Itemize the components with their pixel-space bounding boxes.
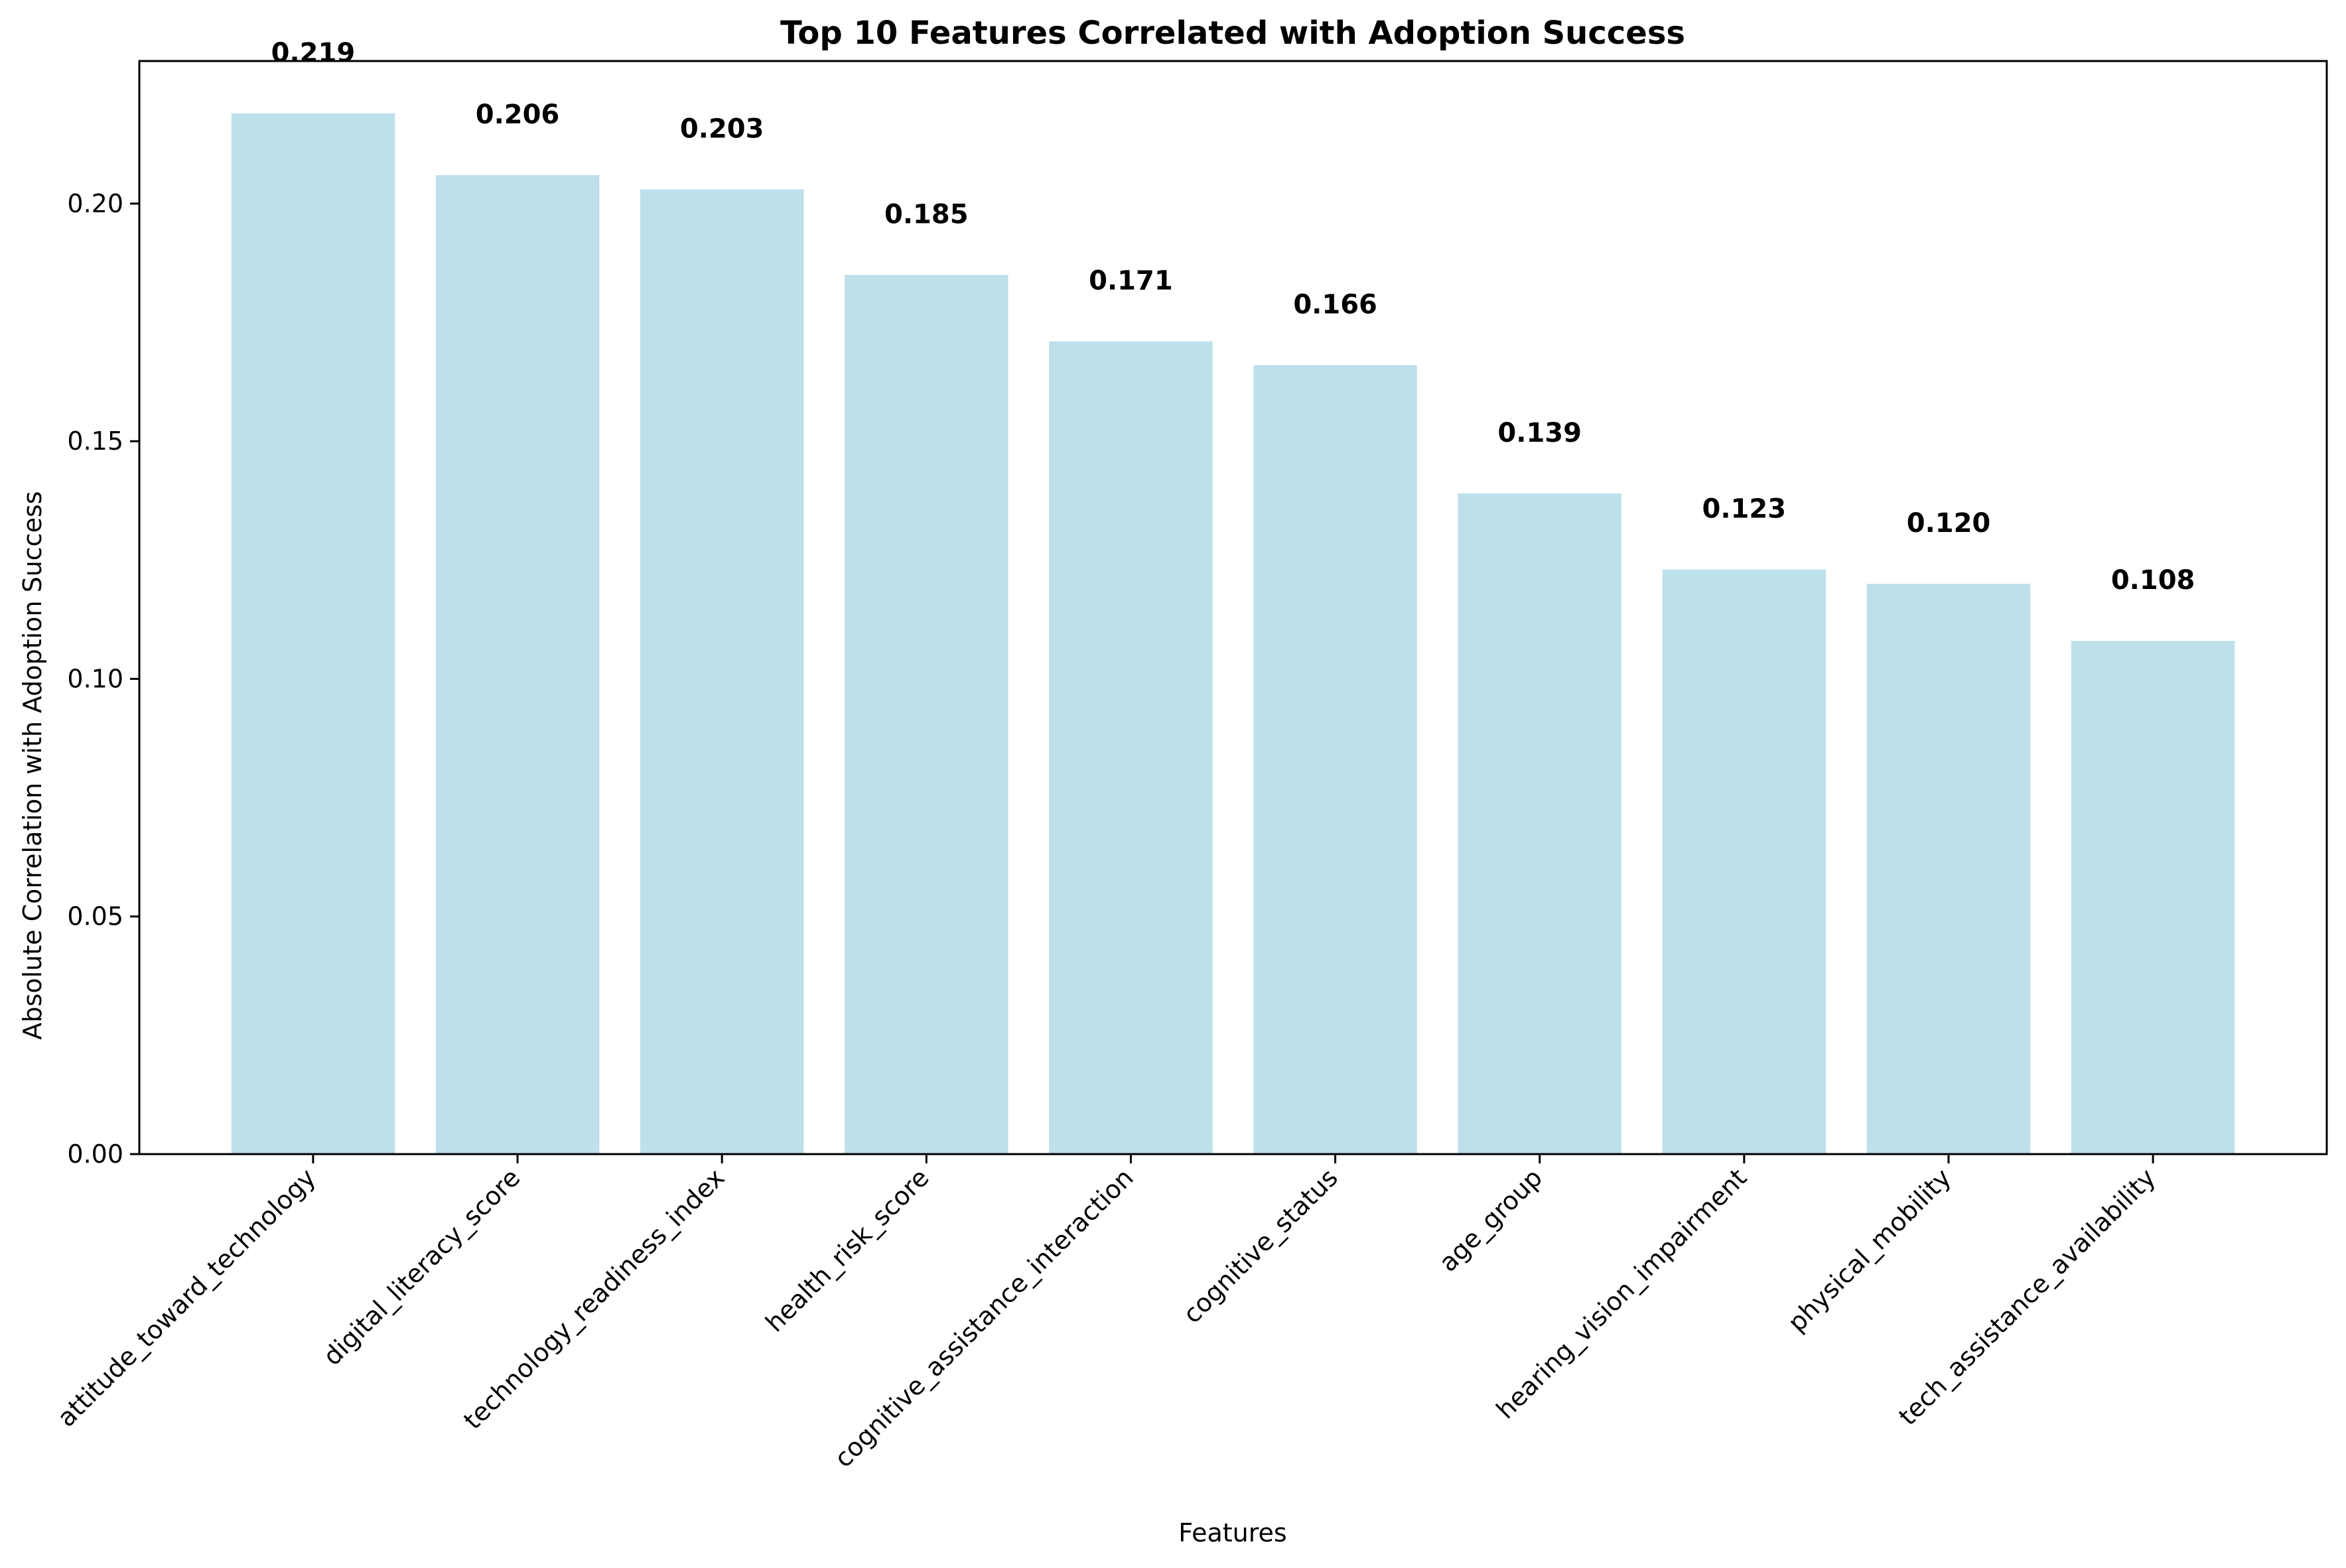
value-label: 0.171	[1089, 266, 1173, 296]
value-label: 0.219	[271, 38, 356, 68]
x-tick-label: health_risk_score	[760, 1163, 934, 1337]
x-tick-label: attitude_toward_technology	[52, 1163, 321, 1432]
y-tick-label: 0.10	[67, 664, 123, 693]
x-tick-label: hearing_vision_impairment	[1491, 1163, 1752, 1424]
bar-hearing-vision-impairment	[1662, 569, 1827, 1154]
value-label: 0.108	[2111, 565, 2195, 596]
value-label: 0.203	[680, 114, 764, 145]
x-tick-label: physical_mobility	[1782, 1163, 1957, 1337]
plot-frame	[138, 60, 2328, 1155]
value-label: 0.185	[884, 199, 969, 229]
bar-technology-readiness-index	[640, 189, 804, 1154]
x-tick-label: digital_literacy_score	[318, 1163, 526, 1371]
value-label: 0.123	[1702, 494, 1787, 525]
x-tick-label: age_group	[1433, 1163, 1548, 1277]
value-label: 0.206	[476, 99, 560, 130]
y-tick-label: 0.15	[67, 426, 123, 456]
bar-age-group	[1458, 493, 1622, 1154]
value-label: 0.139	[1497, 418, 1582, 448]
chart-title: Top 10 Features Correlated with Adoption…	[780, 15, 1685, 52]
y-tick-label: 0.00	[67, 1140, 123, 1169]
y-axis-label: Absolute Correlation with Adoption Succe…	[18, 491, 47, 1039]
x-axis-label: Features	[1178, 1518, 1286, 1547]
y-tick-label: 0.05	[67, 902, 123, 931]
bar-physical-mobility	[1866, 584, 2031, 1154]
value-label: 0.120	[1907, 508, 1991, 539]
bar-digital-literacy-score	[435, 175, 600, 1154]
bar-cognitive-assistance-interaction	[1049, 341, 1213, 1155]
bar-attitude-toward-technology	[231, 113, 395, 1154]
bar-tech-assistance-availability	[2071, 641, 2235, 1154]
bar-cognitive-status	[1253, 365, 1417, 1154]
y-tick-label: 0.20	[67, 189, 123, 218]
x-tick-label: cognitive_status	[1178, 1163, 1344, 1329]
bars-layer: 0.219 0.206 0.203 0.185 0.171 0.166 0.139 0.123…	[231, 38, 2235, 1155]
bar-health-risk-score	[845, 275, 1008, 1154]
value-label: 0.166	[1293, 290, 1377, 320]
